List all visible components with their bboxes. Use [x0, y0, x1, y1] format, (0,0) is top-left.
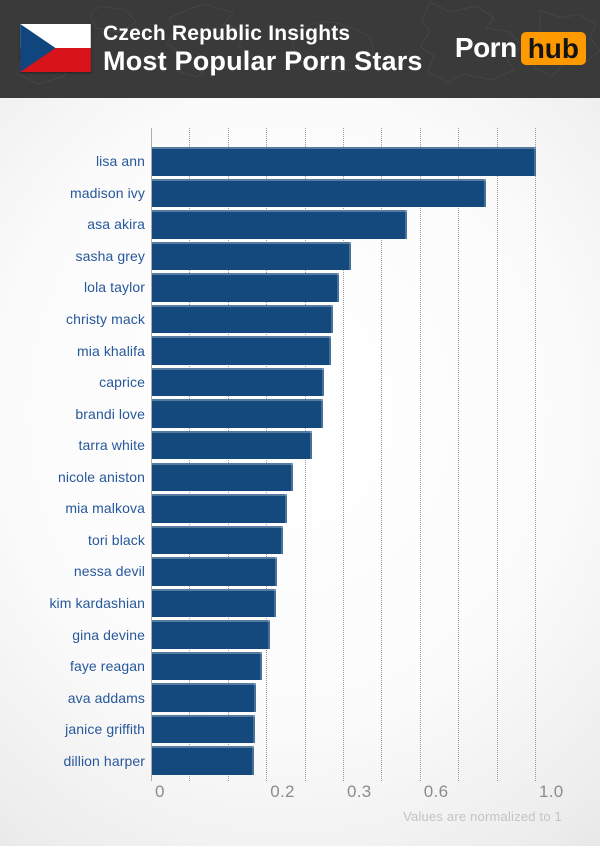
x-tick-label: 0	[155, 782, 165, 801]
bar-label: mia malkova	[65, 500, 145, 517]
bar-label: janice griffith	[65, 721, 145, 738]
bar-row: ava addams	[0, 683, 600, 712]
bar	[152, 178, 487, 208]
bar-label: nessa devil	[73, 563, 145, 580]
bar-row: nessa devil	[0, 557, 600, 586]
normalization-footnote: Values are normalized to 1	[403, 809, 562, 824]
bar	[152, 273, 339, 302]
bar-label: faye reagan	[69, 658, 145, 675]
gridline	[419, 128, 421, 781]
x-tick-label: 0.3	[347, 782, 372, 801]
bar-label: gina devine	[72, 626, 145, 643]
bar-row: asa akira	[0, 210, 600, 239]
y-axis-line	[151, 128, 152, 781]
bar-row: lisa ann	[0, 147, 600, 176]
czech-flag	[20, 24, 91, 72]
bar-row: madison ivy	[0, 178, 600, 208]
logo-text-hub: hub	[520, 31, 586, 65]
bar-row: sasha grey	[0, 241, 600, 271]
bar-chart: lisa ann madison ivy asa akira sasha grey lo…	[0, 98, 600, 846]
insights-title: Czech Republic Insights	[103, 22, 351, 45]
bar-row: faye reagan	[0, 651, 600, 681]
bar-label: brandi love	[75, 405, 145, 422]
page-title: Most Popular Porn Stars	[103, 46, 423, 76]
bar	[152, 494, 288, 523]
bar	[152, 462, 293, 491]
gridline	[343, 128, 344, 781]
bar-label: nicole aniston	[57, 468, 145, 485]
bar	[152, 746, 255, 775]
bar-label: kim kardashian	[49, 594, 145, 611]
gridline	[381, 128, 383, 781]
bar	[152, 147, 536, 176]
logo-text-porn: Porn	[454, 32, 517, 63]
bar-label: ava addams	[67, 689, 145, 706]
bar-label: caprice	[99, 374, 145, 391]
bar	[152, 714, 255, 744]
gridline	[535, 128, 536, 781]
x-tick-label: 0.2	[270, 782, 295, 801]
bar-row: mia khalifa	[0, 336, 600, 365]
bar-row: tori black	[0, 525, 600, 555]
bar-row: tarra white	[0, 430, 600, 460]
header-titles: Czech Republic Insights Most Popular Por…	[103, 22, 423, 76]
bar-row: lola taylor	[0, 273, 600, 302]
bar-label: lisa ann	[95, 153, 145, 170]
bar-label: christy mack	[66, 311, 145, 327]
bar	[152, 336, 331, 365]
bar-label: sasha grey	[75, 247, 145, 264]
bar	[152, 399, 323, 428]
bar	[152, 367, 325, 397]
bar-label: asa akira	[87, 216, 145, 233]
bar	[152, 304, 333, 334]
bar	[152, 620, 270, 649]
bar	[152, 588, 277, 618]
bar-label: tarra white	[78, 437, 145, 454]
bar-label: mia khalifa	[76, 342, 145, 359]
bar-label: lola taylor	[83, 279, 145, 296]
bar	[152, 430, 313, 460]
bar-row: kim kardashian	[0, 588, 600, 618]
bar-row: caprice	[0, 367, 600, 397]
pornhub-logo: Porn hub	[455, 31, 586, 65]
x-tick-label: 1.0	[539, 782, 564, 801]
gridline	[496, 128, 498, 781]
bar-row: mia malkova	[0, 494, 600, 523]
bar-label: dillion harper	[63, 752, 145, 769]
bar	[152, 210, 407, 239]
bar-row: christy mack	[0, 304, 600, 334]
bar-row: nicole aniston	[0, 462, 600, 491]
bar-row: dillion harper	[0, 746, 600, 775]
bar-label: tori black	[87, 531, 145, 548]
x-tick-label: 0.6	[423, 782, 449, 801]
gridline	[458, 128, 460, 781]
bar	[152, 241, 351, 271]
bar-row: gina devine	[0, 620, 600, 649]
header-banner: Czech Republic Insights Most Popular Por…	[0, 0, 600, 98]
bar	[152, 557, 278, 586]
bar-row: brandi love	[0, 399, 600, 428]
bar-label: madison ivy	[69, 184, 145, 201]
bar	[152, 525, 283, 555]
bar	[152, 651, 262, 681]
bar-row: janice griffith	[0, 714, 600, 744]
bar	[152, 683, 257, 712]
